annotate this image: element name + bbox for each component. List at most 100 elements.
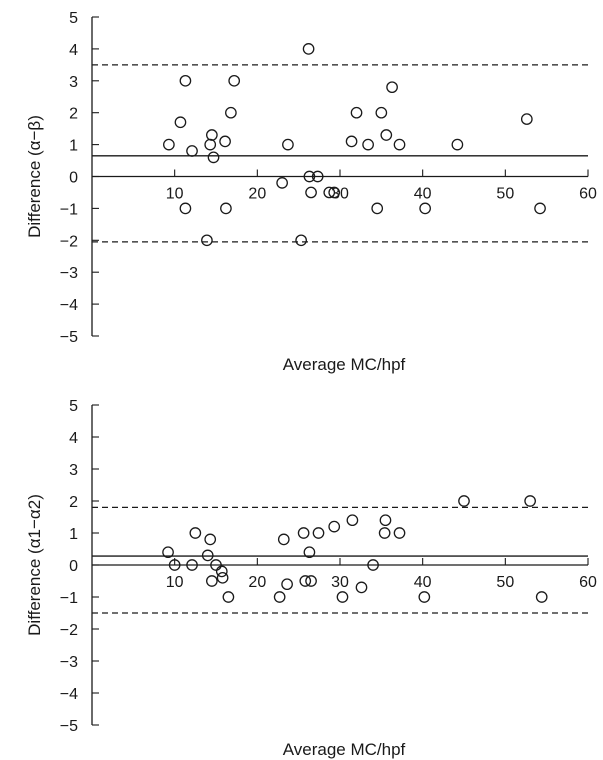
data-point <box>302 43 315 55</box>
x-tick-label: 20 <box>248 186 266 203</box>
y-tick-label: 0 <box>69 170 78 187</box>
data-point <box>350 106 363 119</box>
y-tick-label: 2 <box>69 106 78 123</box>
x-tick-label: 60 <box>579 574 597 591</box>
data-point <box>163 138 175 151</box>
data-point <box>207 151 220 164</box>
data-point <box>393 138 406 151</box>
data-point <box>295 234 307 247</box>
y-tick-label: 1 <box>69 526 78 543</box>
x-tick-label: 50 <box>496 186 514 203</box>
data-point <box>305 186 317 199</box>
y-tick-label: −2 <box>60 622 78 639</box>
y-tick-label: 0 <box>69 558 78 575</box>
data-point <box>418 591 431 603</box>
data-point <box>282 138 294 151</box>
data-point <box>380 129 393 141</box>
y-tick-label: 4 <box>69 42 78 59</box>
data-point <box>168 559 181 571</box>
y-tick-label: 5 <box>69 10 78 27</box>
data-point <box>520 113 533 125</box>
data-point <box>189 527 202 539</box>
data-point <box>367 559 379 571</box>
data-point <box>179 202 192 215</box>
data-point <box>215 565 228 578</box>
data-point <box>311 170 324 183</box>
x-tick-label: 40 <box>414 186 432 203</box>
y-tick-label: 5 <box>69 398 78 415</box>
data-point <box>458 495 470 507</box>
data-point <box>179 74 192 87</box>
y-tick-label: −3 <box>60 265 78 282</box>
data-point <box>393 527 406 539</box>
data-point <box>273 591 286 603</box>
data-point <box>162 546 174 559</box>
data-point <box>297 527 310 539</box>
data-point <box>206 129 218 141</box>
data-point <box>524 495 536 507</box>
data-point <box>222 591 235 603</box>
data-point <box>277 533 290 546</box>
data-point <box>303 546 316 559</box>
data-point <box>355 581 368 594</box>
y-axis-title: Difference (α1−α2) <box>25 494 44 636</box>
x-tick-label: 40 <box>414 574 432 591</box>
y-tick-label: −1 <box>60 590 78 607</box>
x-axis-title: Average MC/hpf <box>283 740 406 759</box>
data-point <box>281 578 293 591</box>
data-point <box>386 81 398 94</box>
data-point <box>323 186 336 199</box>
y-tick-label: −3 <box>60 654 78 671</box>
data-point <box>345 135 358 148</box>
y-tick-label: −2 <box>60 233 78 250</box>
data-point <box>276 177 288 189</box>
y-tick-label: 4 <box>69 430 78 447</box>
data-point <box>346 514 359 527</box>
data-point <box>305 575 317 587</box>
y-tick-label: −5 <box>60 718 78 735</box>
data-point <box>219 135 231 148</box>
x-tick-label: 20 <box>248 574 266 591</box>
data-point <box>328 186 341 199</box>
data-point <box>186 559 198 571</box>
data-point <box>206 575 218 587</box>
data-point <box>220 202 232 215</box>
x-tick-label: 50 <box>496 574 514 591</box>
y-tick-label: −1 <box>60 201 78 218</box>
x-axis-title: Average MC/hpf <box>283 355 406 374</box>
y-tick-label: −5 <box>60 329 78 346</box>
data-point <box>201 234 213 247</box>
data-point <box>303 170 316 183</box>
data-point <box>204 138 217 151</box>
data-point <box>201 549 214 562</box>
y-tick-label: −4 <box>60 686 78 703</box>
data-point <box>186 145 198 157</box>
x-tick-label: 10 <box>166 574 184 591</box>
data-point <box>328 520 341 533</box>
data-point <box>336 591 349 603</box>
x-tick-label: 10 <box>166 186 184 203</box>
y-tick-label: 3 <box>69 74 78 91</box>
data-point <box>378 527 391 539</box>
y-tick-label: 3 <box>69 462 78 479</box>
data-point <box>451 138 464 151</box>
data-point <box>299 575 312 587</box>
data-point <box>225 106 237 119</box>
x-tick-label: 60 <box>579 186 597 203</box>
data-point <box>204 533 217 546</box>
data-point <box>312 527 325 539</box>
data-point <box>210 559 222 571</box>
x-tick-label: 30 <box>331 574 349 591</box>
y-tick-label: −4 <box>60 297 78 314</box>
y-tick-label: 1 <box>69 138 78 155</box>
x-tick-label: 30 <box>331 186 349 203</box>
data-point <box>216 571 229 584</box>
y-tick-label: 2 <box>69 494 78 511</box>
data-point <box>379 514 392 527</box>
data-point <box>371 202 384 215</box>
data-point <box>174 116 187 129</box>
